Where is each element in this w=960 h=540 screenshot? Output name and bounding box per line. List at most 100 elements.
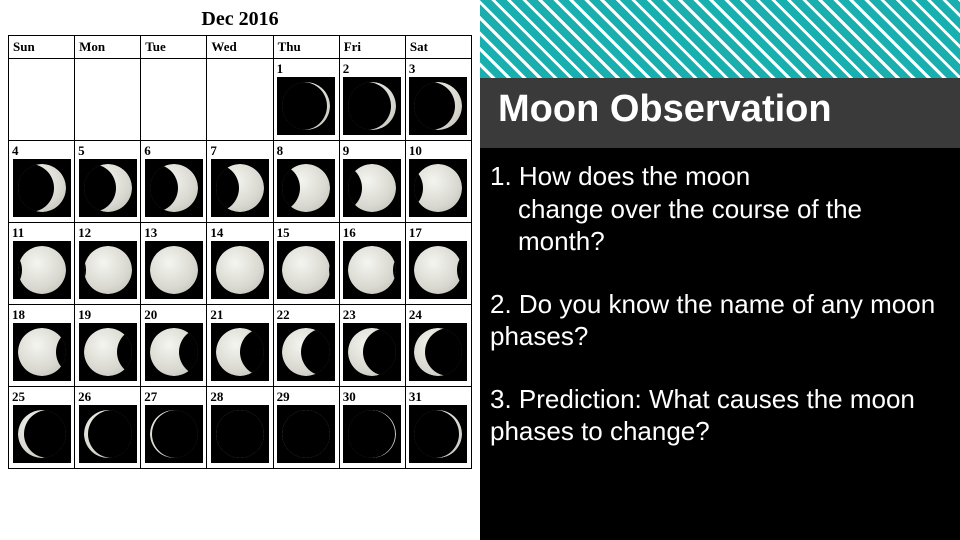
calendar-day-cell: 27: [141, 387, 207, 469]
moon-phase-box: [13, 241, 71, 299]
moon-phase-box: [79, 241, 137, 299]
calendar-day-cell: 9: [340, 141, 406, 223]
calendar-day-number: 22: [277, 307, 290, 323]
moon-phase-box: [277, 159, 335, 217]
calendar-day-number: 7: [210, 143, 217, 159]
calendar-day-number: 1: [277, 61, 284, 77]
calendar-day-cell: 6: [141, 141, 207, 223]
calendar-day-number: 29: [277, 389, 290, 405]
moon-phase-icon: [348, 410, 396, 458]
moon-phase-icon: [414, 328, 462, 376]
calendar-day-header: Sun: [9, 36, 75, 59]
moon-phase-icon: [216, 246, 264, 294]
moon-phase-box: [409, 241, 467, 299]
moon-phase-box: [211, 405, 269, 463]
moon-phase-icon: [348, 328, 396, 376]
calendar-day-number: 14: [210, 225, 223, 241]
moon-phase-icon: [414, 246, 462, 294]
calendar-day-cell: 10: [406, 141, 472, 223]
calendar-day-header: Fri: [340, 36, 406, 59]
moon-phase-icon: [84, 164, 132, 212]
moon-phase-box: [13, 159, 71, 217]
question-2: 2. Do you know the name of any moon phas…: [490, 288, 950, 353]
moon-phase-box: [343, 159, 401, 217]
calendar-day-number: 31: [409, 389, 422, 405]
calendar-day-number: 20: [144, 307, 157, 323]
calendar-title: Dec 2016: [8, 4, 472, 35]
calendar-day-number: 11: [12, 225, 24, 241]
calendar-empty-cell: [9, 59, 75, 141]
calendar-day-cell: 8: [274, 141, 340, 223]
calendar-day-number: 27: [144, 389, 157, 405]
moon-phase-icon: [282, 164, 330, 212]
moon-phase-box: [277, 77, 335, 135]
moon-phase-box: [409, 405, 467, 463]
calendar-day-cell: 22: [274, 305, 340, 387]
calendar-day-number: 23: [343, 307, 356, 323]
moon-phase-icon: [348, 246, 396, 294]
calendar-day-number: 10: [409, 143, 422, 159]
calendar-day-header: Wed: [207, 36, 273, 59]
banner-title: Moon Observation: [498, 88, 832, 131]
moon-phase-icon: [348, 164, 396, 212]
moon-phase-icon: [216, 328, 264, 376]
moon-phase-icon: [414, 164, 462, 212]
moon-phase-icon: [348, 82, 396, 130]
calendar-day-cell: 17: [406, 223, 472, 305]
moon-phase-box: [79, 405, 137, 463]
calendar-day-number: 21: [210, 307, 223, 323]
moon-phase-icon: [414, 410, 462, 458]
calendar-day-cell: 26: [75, 387, 141, 469]
moon-phase-box: [343, 405, 401, 463]
moon-phase-box: [343, 323, 401, 381]
moon-phase-icon: [216, 410, 264, 458]
calendar-day-number: 12: [78, 225, 91, 241]
calendar-day-number: 2: [343, 61, 350, 77]
question-1: 1. How does the moon change over the cou…: [490, 160, 950, 258]
moon-phase-box: [13, 323, 71, 381]
calendar-day-cell: 23: [340, 305, 406, 387]
moon-phase-icon: [282, 410, 330, 458]
moon-phase-box: [211, 241, 269, 299]
calendar-day-number: 28: [210, 389, 223, 405]
moon-phase-icon: [18, 410, 66, 458]
moon-phase-icon: [150, 328, 198, 376]
calendar-day-number: 3: [409, 61, 416, 77]
calendar-day-cell: 12: [75, 223, 141, 305]
calendar-day-header: Mon: [75, 36, 141, 59]
moon-phase-icon: [216, 164, 264, 212]
calendar-day-number: 15: [277, 225, 290, 241]
calendar-day-cell: 19: [75, 305, 141, 387]
moon-phase-icon: [18, 328, 66, 376]
calendar-day-number: 13: [144, 225, 157, 241]
moon-calendar: Dec 2016 SunMonTueWedThuFriSat1234567891…: [0, 0, 480, 540]
calendar-day-cell: 24: [406, 305, 472, 387]
title-banner: Moon Observation: [480, 0, 960, 148]
moon-phase-box: [145, 241, 203, 299]
calendar-grid: SunMonTueWedThuFriSat1234567891011121314…: [8, 35, 472, 469]
banner-stripes: [480, 0, 960, 78]
question-3: 3. Prediction: What causes the moon phas…: [490, 383, 950, 448]
moon-phase-icon: [84, 246, 132, 294]
calendar-day-number: 26: [78, 389, 91, 405]
moon-phase-box: [145, 159, 203, 217]
calendar-day-number: 6: [144, 143, 151, 159]
moon-phase-box: [211, 323, 269, 381]
calendar-day-cell: 30: [340, 387, 406, 469]
calendar-day-cell: 28: [207, 387, 273, 469]
moon-phase-icon: [84, 410, 132, 458]
moon-phase-icon: [150, 246, 198, 294]
moon-phase-box: [277, 323, 335, 381]
calendar-day-header: Thu: [274, 36, 340, 59]
calendar-day-number: 9: [343, 143, 350, 159]
calendar-day-header: Sat: [406, 36, 472, 59]
calendar-day-number: 19: [78, 307, 91, 323]
calendar-day-number: 30: [343, 389, 356, 405]
moon-phase-box: [79, 159, 137, 217]
calendar-day-header: Tue: [141, 36, 207, 59]
calendar-day-cell: 14: [207, 223, 273, 305]
moon-phase-box: [409, 159, 467, 217]
calendar-day-cell: 4: [9, 141, 75, 223]
moon-phase-box: [409, 77, 467, 135]
calendar-day-number: 4: [12, 143, 19, 159]
